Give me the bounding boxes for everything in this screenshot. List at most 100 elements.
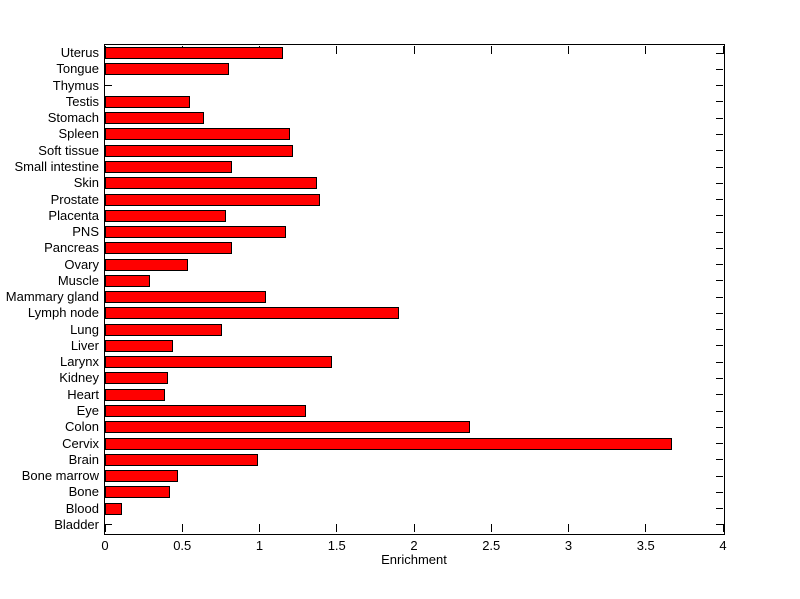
category-label: Spleen [58, 126, 99, 142]
y-tick-right [716, 199, 723, 201]
bar-small-intestine [105, 161, 232, 173]
x-tick-top [645, 46, 647, 54]
bar-uterus [105, 47, 283, 60]
x-tick-label: 1 [255, 538, 264, 553]
category-label: Thymus [52, 77, 99, 93]
y-tick-right [716, 394, 723, 396]
bar-pancreas [105, 242, 232, 255]
bar-heart [105, 388, 166, 401]
x-tick-label: 0 [101, 538, 109, 553]
y-tick-right [716, 508, 723, 510]
x-tick-top [490, 46, 492, 54]
category-label: Soft tissue [38, 142, 99, 158]
bar-cervix [105, 437, 672, 450]
x-tick-top [336, 46, 338, 54]
category-label: Eye [76, 403, 99, 418]
bar-stomach [105, 112, 204, 125]
y-tick-right [716, 491, 723, 493]
y-tick-right [716, 296, 723, 298]
bar-pns [105, 226, 286, 239]
category-label: Skin [73, 175, 99, 191]
y-tick-right [716, 264, 723, 266]
category-label: Lung [70, 321, 99, 337]
y-tick-right [716, 329, 723, 331]
x-tick-label: 0.5 [173, 538, 192, 553]
bar-colon [105, 421, 470, 434]
x-tick-bottom [645, 524, 647, 532]
bar-lymph-node [105, 307, 399, 320]
y-tick-right [716, 377, 723, 379]
category-label: Muscle [57, 272, 99, 288]
y-tick-right [716, 312, 723, 314]
y-tick-right [716, 345, 723, 347]
bar-eye [105, 405, 306, 417]
y-tick-right [716, 133, 723, 135]
x-tick-bottom [568, 524, 569, 532]
category-label: Bladder [54, 516, 99, 532]
y-tick-right [716, 150, 723, 152]
y-tick-right [716, 443, 723, 445]
x-tick-label: 3 [564, 538, 573, 553]
bar-skin [105, 177, 317, 190]
x-tick-bottom [413, 524, 415, 532]
y-tick-right [716, 182, 723, 184]
bar-kidney [105, 372, 169, 385]
category-label: Blood [65, 500, 99, 516]
category-label: Stomach [47, 110, 99, 126]
y-tick-right [716, 166, 723, 168]
category-label: Colon [65, 419, 99, 435]
bar-tongue [105, 63, 229, 76]
y-tick-left [105, 85, 112, 87]
category-label: PNS [72, 224, 99, 240]
y-tick-right [716, 524, 723, 526]
bar-spleen [105, 128, 291, 141]
bar-lung [105, 323, 223, 336]
bar-testis [105, 95, 190, 108]
y-tick-right [716, 68, 723, 70]
x-tick-label: 1.5 [327, 538, 346, 553]
category-label: Brain [68, 451, 99, 467]
bar-muscle [105, 274, 150, 287]
bar-brain [105, 453, 258, 466]
y-tick-right [716, 101, 723, 103]
category-label: Mammary gland [5, 289, 99, 305]
x-tick-bottom [722, 524, 724, 532]
x-tick-bottom [181, 524, 183, 532]
y-tick-right [716, 247, 723, 249]
y-tick-right [716, 85, 723, 87]
x-axis-label: Enrichment [381, 552, 447, 567]
category-label: Testis [65, 93, 99, 109]
bar-placenta [105, 209, 226, 222]
y-tick-right [716, 475, 723, 477]
category-label: Cervix [62, 435, 99, 451]
bar-soft-tissue [105, 144, 294, 157]
category-label: Heart [67, 386, 99, 402]
category-label: Lymph node [27, 305, 99, 321]
x-tick-label: 2.5 [482, 538, 501, 553]
x-tick-bottom [259, 524, 260, 532]
y-tick-right [716, 215, 723, 217]
y-tick-left [105, 524, 112, 526]
y-tick-right [716, 410, 723, 412]
x-tick-bottom [490, 524, 492, 532]
x-tick-top [722, 46, 724, 54]
category-label: Placenta [48, 207, 99, 223]
category-label: Uterus [60, 45, 99, 61]
bar-bone [105, 486, 170, 499]
y-tick-right [716, 52, 723, 54]
x-tick-label: 4 [719, 538, 727, 553]
category-label: Bone [68, 484, 99, 500]
bar-larynx [105, 356, 333, 369]
y-tick-right [716, 231, 723, 233]
bar-bone-marrow [105, 470, 178, 483]
plot-area [103, 43, 725, 535]
category-label: Bone marrow [21, 468, 99, 484]
category-label: Pancreas [44, 240, 99, 256]
y-tick-right [716, 280, 723, 282]
category-label: Prostate [50, 191, 99, 207]
x-tick-label: 2 [410, 538, 418, 553]
category-label: Liver [70, 337, 99, 353]
y-tick-right [716, 117, 723, 119]
category-label: Tongue [56, 61, 99, 77]
